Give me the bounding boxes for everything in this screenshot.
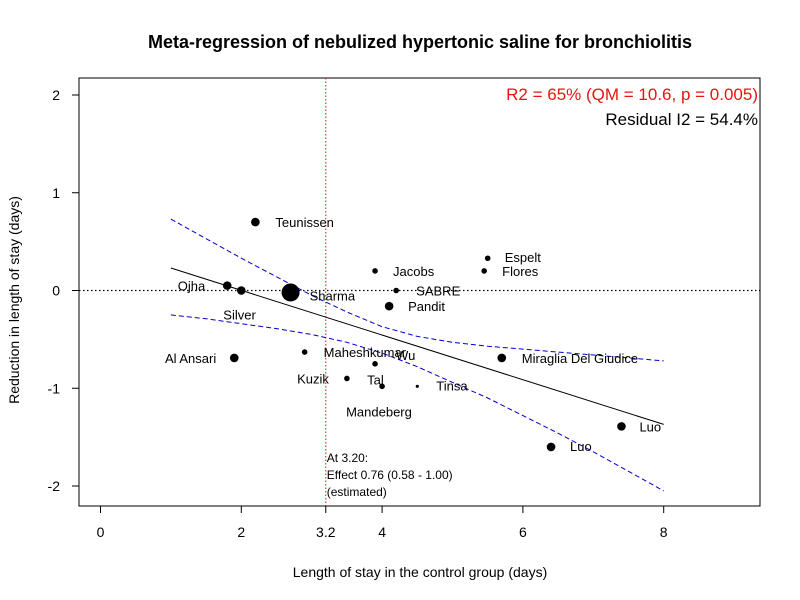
study-label-luo: Luo <box>570 439 592 454</box>
study-point-tinsa <box>415 384 419 388</box>
x-tick-label-6: 6 <box>519 524 527 540</box>
study-point-sharma <box>237 286 246 295</box>
study-point-pandit <box>384 301 394 311</box>
study-label-sharma: Sharma <box>310 288 356 303</box>
study-point-luo <box>617 422 626 431</box>
plot-area: 0 2 4 6 8 3.2 2 1 0 -1 -2 Teunissen Espelt Jacobs Flor… <box>48 77 761 540</box>
study-label-tinsa: Tinsa <box>436 378 468 393</box>
x-tick-label-8: 8 <box>660 524 668 540</box>
study-point-jacobs <box>372 268 378 274</box>
y-tick-label-0: 0 <box>52 283 60 299</box>
plot-frame <box>78 77 761 507</box>
study-label-maheshkumar: Maheshkumar <box>324 345 407 360</box>
x-tick-label-reference: 3.2 <box>316 524 336 540</box>
study-point-sharma <box>281 283 300 302</box>
y-tick-label--2: -2 <box>48 478 61 494</box>
study-point-ojha <box>222 281 232 290</box>
study-point-kuzik <box>344 375 350 382</box>
y-tick-label-2: 2 <box>52 87 60 103</box>
study-label-miraglia-del-giudice: Miraglia Del Giudice <box>522 351 638 366</box>
study-label-pandit: Pandit <box>408 299 445 314</box>
r2-stat-text: R2 = 65% (QM = 10.6, p = 0.005) <box>506 85 758 104</box>
study-point-al-ansari <box>229 353 239 363</box>
ci-upper-band <box>170 218 664 362</box>
study-label-kuzik: Kuzik <box>297 371 329 386</box>
study-point-luo <box>546 442 556 452</box>
study-label-espelt: Espelt <box>505 250 542 265</box>
study-label-teunissen: Teunissen <box>275 215 334 230</box>
y-tick-label-1: 1 <box>52 185 60 201</box>
study-label-flores: Flores <box>502 264 539 279</box>
study-point-espelt <box>484 255 491 262</box>
reference-annotation-line-1: At 3.20: <box>327 451 368 465</box>
study-label-mandeberg: Mandeberg <box>346 404 412 419</box>
study-point-sabre <box>393 287 399 294</box>
reference-annotation-line-2: Effect 0.76 (0.58 - 1.00) <box>327 468 453 482</box>
x-axis-label: Length of stay in the control group (day… <box>293 564 547 580</box>
ci-lower-band <box>170 314 664 492</box>
study-label-al-ansari: Al Ansari <box>165 351 216 366</box>
study-label-silver: Silver <box>223 308 256 323</box>
study-point-teunissen <box>251 217 260 227</box>
residual-i2-stat-text: Residual I2 = 54.4% <box>605 110 758 129</box>
study-label-sabre: SABRE <box>416 284 460 299</box>
study-point-miraglia-del-giudice <box>497 353 507 363</box>
regression-line <box>170 267 664 425</box>
y-axis-label: Reduction in length of stay (days) <box>6 196 22 404</box>
study-point-flores <box>481 268 487 274</box>
study-point-wu <box>372 361 378 367</box>
study-label-wu: Wu <box>396 348 415 363</box>
x-tick-label-0: 0 <box>97 524 105 540</box>
study-point-maheshkumar <box>301 349 308 355</box>
study-label-jacobs: Jacobs <box>393 264 435 279</box>
study-label-ojha: Ojha <box>178 279 206 294</box>
study-point-tal <box>379 383 385 390</box>
x-tick-label-2: 2 <box>237 524 245 540</box>
chart-title: Meta-regression of nebulized hypertonic … <box>148 32 692 52</box>
reference-annotation-line-3: (estimated) <box>327 485 387 499</box>
y-tick-label--1: -1 <box>48 380 61 396</box>
study-label-tal: Tal <box>367 372 384 387</box>
x-tick-label-4: 4 <box>378 524 386 540</box>
study-label-luo: Luo <box>639 419 661 434</box>
